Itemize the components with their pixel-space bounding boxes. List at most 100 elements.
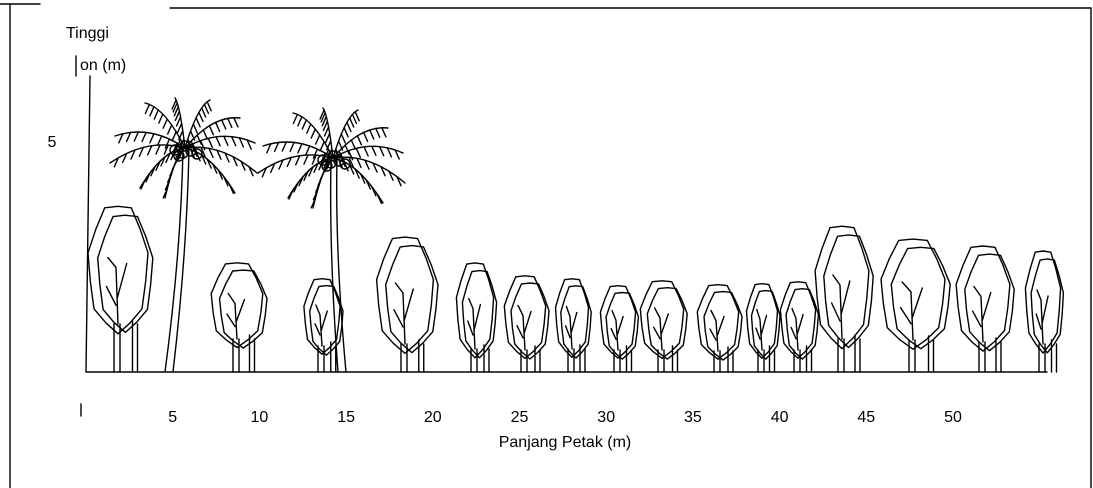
tree-branch <box>755 308 768 351</box>
tree-trunk <box>470 344 490 373</box>
x-tick-label: 45 <box>857 409 875 426</box>
tree-branch <box>467 297 482 350</box>
tree-canopy <box>696 284 740 360</box>
tree-branch <box>830 274 851 340</box>
tree-canopy <box>461 269 498 359</box>
coconut <box>179 140 191 152</box>
palm-frond <box>332 127 389 159</box>
tree-canopy <box>1030 258 1065 354</box>
x-tick-label: 10 <box>251 409 269 426</box>
coconut <box>327 150 339 162</box>
y-axis-label: on (m) <box>80 57 126 74</box>
palm-leaflets <box>292 113 330 160</box>
tree-canopy <box>745 283 779 359</box>
frame <box>9 7 1092 488</box>
tree-canopy <box>964 253 1015 352</box>
palm-leaflets <box>266 141 326 163</box>
palm-frond <box>184 135 256 149</box>
tree-canopy <box>955 245 1011 352</box>
palm-leaflets <box>162 149 184 199</box>
coconut <box>321 160 333 172</box>
tree-trunk <box>908 335 935 373</box>
tree-trunk <box>113 319 139 373</box>
tree-canopy <box>554 278 590 358</box>
tree-canopy <box>375 236 435 355</box>
tree-canopy <box>210 262 264 349</box>
tree-branch <box>393 282 414 345</box>
tree-branch <box>709 309 725 352</box>
x-tick-label: 40 <box>771 409 789 426</box>
tree-canopy <box>503 275 547 360</box>
tree-canopy <box>750 289 781 360</box>
x-tick-label: 20 <box>424 409 442 426</box>
tree-canopy <box>303 278 341 355</box>
palm-leaflets <box>319 109 333 159</box>
tree-trunk <box>1038 339 1058 373</box>
palm-leaflets <box>144 103 182 150</box>
tree-canopy <box>97 214 154 334</box>
tree-trunk <box>613 345 633 373</box>
tree-canopy <box>890 246 951 350</box>
tree-canopy <box>823 234 874 349</box>
palm-leaflets <box>118 131 178 153</box>
y-tick-label: 5 <box>48 134 57 151</box>
tree-branch <box>610 309 624 351</box>
y-axis-label: Tinggi <box>66 25 109 42</box>
tree-trunk <box>400 339 425 373</box>
tree-branch <box>314 304 328 347</box>
tree-canopy <box>599 285 637 359</box>
tree-trunk <box>567 344 586 373</box>
palm-leaflets <box>171 99 185 149</box>
tree-canopy <box>309 284 344 356</box>
tree-canopy <box>779 281 817 359</box>
panel-tab <box>0 3 41 9</box>
palm-leaflets <box>310 159 332 209</box>
tree-canopy <box>1024 250 1062 354</box>
coconut <box>339 158 351 170</box>
x-tick-label: 50 <box>944 409 962 426</box>
axes <box>85 75 1048 373</box>
tree-branch <box>105 256 128 325</box>
tree-canopy <box>880 238 946 350</box>
tree-canopy <box>455 262 495 359</box>
tree-trunk <box>757 345 776 373</box>
tree-branch <box>652 307 669 351</box>
tree-canopy <box>814 225 870 350</box>
tree-canopy <box>639 280 685 359</box>
tree-canopy <box>385 244 439 354</box>
x-tick-label: 35 <box>684 409 702 426</box>
tree-canopy <box>87 205 149 335</box>
coconut <box>169 144 181 156</box>
tree-trunk <box>837 334 861 373</box>
coconut <box>191 148 203 160</box>
coconut <box>173 150 185 162</box>
tree-branch <box>564 305 578 350</box>
tree-branch <box>899 281 923 341</box>
tree-canopy <box>646 287 688 360</box>
tree-branch <box>971 285 992 343</box>
tree-trunk <box>232 334 256 373</box>
palm-frond <box>184 117 241 149</box>
palm-trunk <box>329 157 347 373</box>
x-tick-label: 25 <box>511 409 529 426</box>
tree-branch <box>790 307 804 351</box>
x-tick-label: 30 <box>597 409 615 426</box>
tree-branch <box>226 292 246 340</box>
tree-canopy <box>703 290 743 361</box>
tree-trunk <box>520 345 541 373</box>
palm-trunk <box>164 147 190 373</box>
trees <box>87 97 1065 373</box>
tree-canopy <box>510 282 550 360</box>
tree-canopy <box>785 288 820 360</box>
tree-trunk <box>793 345 813 373</box>
tree-branch <box>1035 289 1049 345</box>
tree-trunk <box>317 341 337 373</box>
x-tick-label: 5 <box>168 409 177 426</box>
tree-branch <box>516 304 532 351</box>
tree-canopy <box>218 269 268 349</box>
palm-frond <box>332 145 404 159</box>
tree-canopy <box>605 291 640 360</box>
x-axis-label: Panjang Petak (m) <box>499 434 632 451</box>
tree-trunk <box>713 346 734 373</box>
